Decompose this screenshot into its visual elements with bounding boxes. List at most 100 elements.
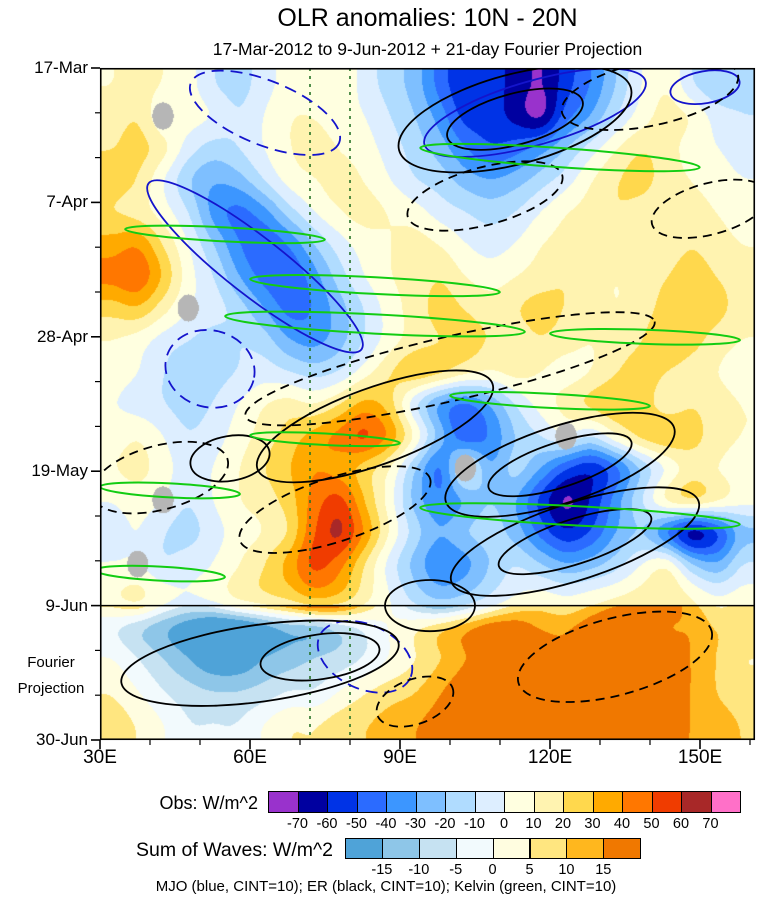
- colorbar-tick-label: -10: [408, 862, 430, 878]
- colorbar-tick-label: -40: [375, 816, 397, 832]
- colorbar-segment: [297, 791, 328, 813]
- colorbar-tick-label: -20: [434, 816, 456, 832]
- colorbar-segment: [418, 838, 457, 859]
- fourier-projection-line1: Fourier: [27, 654, 75, 671]
- contour-group: [100, 68, 755, 740]
- colorbar-segment: [651, 791, 682, 813]
- mjo-contour: [164, 329, 256, 409]
- colorbar-segment: [268, 791, 299, 813]
- kelvin-contour: [224, 310, 526, 338]
- er-contour: [406, 160, 564, 232]
- colorbar-segment: [445, 791, 476, 813]
- y-axis-tick-label: 28-Apr: [36, 326, 88, 346]
- colorbar-tick-label: 10: [525, 816, 542, 832]
- waves-colorbar-title: Sum of Waves: W/m^2: [136, 839, 333, 861]
- er-contour: [487, 432, 633, 498]
- chart-subtitle: 17-Mar-2012 to 9-Jun-2012 + 21-day Fouri…: [212, 39, 643, 59]
- colorbar-tick-label: 10: [558, 862, 575, 878]
- colorbar-segment: [710, 791, 741, 813]
- colorbar-segment: [563, 791, 594, 813]
- er-contour: [375, 675, 455, 728]
- colorbar-segment: [381, 838, 420, 859]
- mjo-contour: [669, 69, 741, 105]
- er-contour: [238, 465, 432, 554]
- x-axis-tick-label: 90E: [383, 747, 417, 768]
- colorbar-tick-label: -70: [287, 816, 308, 832]
- er-contour: [255, 369, 495, 484]
- kelvin-contour: [419, 502, 741, 530]
- kelvin-contour: [449, 391, 651, 411]
- colorbar-tick-label: 70: [702, 816, 719, 832]
- colorbar-tick-label: 30: [584, 816, 601, 832]
- colorbar-segment: [529, 838, 568, 859]
- colorbar-segment: [345, 838, 383, 859]
- er-contour: [497, 508, 653, 576]
- x-axis-tick-label: 30E: [83, 747, 117, 768]
- er-contour: [397, 68, 633, 174]
- y-axis-tick-label: 30-Jun: [36, 730, 88, 749]
- obs-colorbar-title: Obs: W/m^2: [159, 793, 258, 813]
- colorbar-tick-label: 0: [488, 862, 497, 878]
- y-axis-tick-label: 19-May: [31, 461, 88, 481]
- colorbar-segment: [681, 791, 712, 813]
- er-contour: [516, 610, 714, 703]
- colorbar-segment: [415, 791, 446, 813]
- er-contour: [189, 434, 271, 483]
- mjo-contour: [188, 69, 342, 156]
- er-contour: [244, 311, 656, 427]
- kelvin-contour: [124, 224, 326, 245]
- kelvin-contour: [549, 328, 741, 346]
- er-contour: [449, 486, 701, 597]
- colorbar-tick-label: 60: [672, 816, 690, 832]
- colorbar-segment: [504, 791, 535, 813]
- fourier-projection-label: Fourier Projection: [4, 650, 98, 702]
- er-contour: [120, 619, 400, 707]
- colorbar-segment: [356, 791, 387, 813]
- colorbar-segment: [566, 838, 605, 859]
- colorbar-segment: [533, 791, 564, 813]
- colorbar-tick-label: -30: [405, 816, 426, 832]
- chart-title: OLR anomalies: 10N - 20N: [277, 4, 578, 32]
- x-axis-tick-label: 150E: [677, 747, 723, 768]
- fourier-projection-line2: Projection: [17, 680, 85, 697]
- colorbar-tick-label: -50: [346, 816, 367, 832]
- mjo-contour: [146, 179, 364, 354]
- colorbar-segment: [474, 791, 505, 813]
- colorbar-tick-label: -5: [449, 862, 463, 878]
- colorbar-segment: [603, 838, 642, 859]
- x-axis-tick-label: 120E: [527, 747, 573, 768]
- colorbar-tick-label: -10: [464, 816, 485, 832]
- x-axis-tick-label: 60E: [233, 747, 267, 768]
- contour-legend-caption: MJO (blue, CINT=10); ER (black, CINT=10)…: [155, 878, 617, 895]
- colorbar-segment: [327, 791, 358, 813]
- er-contour: [259, 632, 381, 682]
- colorbar-tick-label: 40: [613, 816, 631, 832]
- colorbar-segment: [386, 791, 417, 813]
- y-axis-tick-label: 7-Apr: [46, 192, 88, 212]
- kelvin-contour: [419, 142, 701, 173]
- er-contour: [384, 579, 476, 633]
- y-axis-tick-label: 9-Jun: [45, 595, 88, 615]
- colorbar-segment: [455, 838, 494, 859]
- kelvin-contour: [249, 431, 401, 448]
- kelvin-contour: [249, 274, 501, 298]
- er-contour: [446, 87, 584, 151]
- kelvin-contour: [100, 481, 241, 500]
- colorbar-tick-label: 15: [595, 862, 612, 878]
- mjo-contour: [316, 620, 414, 694]
- er-contour: [444, 411, 676, 518]
- colorbar-segment: [592, 791, 623, 813]
- plot-frame: [99, 67, 756, 741]
- colorbar-tick-label: -15: [371, 862, 393, 878]
- colorbar-tick-label: 5: [525, 862, 534, 878]
- colorbar-tick-label: -60: [316, 816, 338, 832]
- colorbar-tick-label: 50: [643, 816, 660, 832]
- er-contour: [100, 440, 230, 515]
- colorbar-segment: [622, 791, 653, 813]
- er-contour: [650, 178, 755, 239]
- colorbar-tick-label: 20: [554, 816, 572, 832]
- colorbar-tick-label: 0: [499, 816, 509, 832]
- kelvin-contour: [100, 564, 226, 583]
- colorbar-segment: [492, 838, 531, 859]
